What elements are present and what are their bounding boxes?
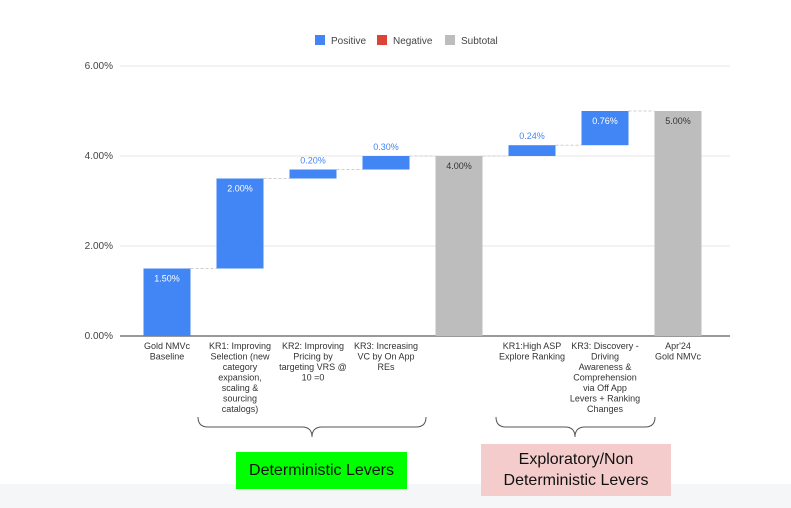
x-label-4-line-1: KR3: Increasing [354,341,418,351]
gridlines [120,65,730,337]
bar-1 [143,268,191,336]
value-label-7: 0.76% [592,116,618,126]
x-label-3-line-1: KR2: Improving [282,341,344,351]
x-label-7-line-5: via Off App [583,383,627,393]
legend-label-negative: Negative [393,36,433,47]
x-label-2-line-3: category [223,362,258,372]
y-tick-label: 2.00% [85,241,113,252]
connector-lines [190,110,655,269]
x-label-7-line-3: Awareness & [579,362,632,372]
x-label-7-line-2: Driving [591,352,619,362]
bar-8 [654,111,702,336]
x-label-7-line-1: KR3: Discovery - [571,341,639,351]
x-label-6-line-1: KR1:High ASP [503,341,562,351]
x-label-8-line-1: Apr'24 [665,341,691,351]
x-label-2-line-6: sourcing [223,394,257,404]
x-label-2-line-4: expansion, [218,373,262,383]
value-label-4: 0.30% [373,142,399,152]
x-label-2-line-1: KR1: Improving [209,341,271,351]
exploratory-line-2: Deterministic Levers [503,472,649,489]
legend-label-subtotal: Subtotal [461,36,498,47]
y-axis: 0.00% 2.00% 4.00% 6.00% [85,61,113,342]
bars [143,111,702,336]
legend-label-positive: Positive [331,36,366,47]
value-label-1: 1.50% [154,274,180,284]
group-braces [197,416,656,438]
value-label-2: 2.00% [227,184,253,194]
x-label-2-line-2: Selection (new [210,352,270,362]
x-label-1-line-1: Gold NMVc [144,341,191,351]
x-label-7-line-6: Levers + Ranking [570,394,640,404]
bar-6 [508,145,556,156]
x-label-1-line-2: Baseline [150,352,185,362]
value-label-6: 0.24% [519,131,545,141]
brace-deterministic [197,416,427,438]
bar-3 [289,169,337,179]
x-label-4-line-2: VC by On App [357,352,414,362]
x-label-4-line-3: REs [377,362,395,372]
exploratory-levers-label: Exploratory/Non Deterministic Levers [481,444,671,496]
x-label-7-line-7: Changes [587,404,624,414]
x-label-2-line-5: scaling & [222,383,259,393]
legend-swatch-positive [315,35,325,45]
bar-2 [216,178,264,269]
value-labels: 1.50% 2.00% 0.20% 0.30% 4.00% 0.24% 0.76% 5.00% [154,116,691,284]
deterministic-levers-label: Deterministic Levers [236,452,407,489]
y-tick-label: 4.00% [85,151,113,162]
y-tick-label: 6.00% [85,61,113,72]
exploratory-line-1: Exploratory/Non [518,451,634,468]
x-label-7-line-4: Comprehension [573,373,637,383]
x-label-3-line-3: targeting VRS @ [279,362,347,372]
brace-exploratory [495,416,656,438]
value-label-8: 5.00% [665,116,691,126]
y-tick-label: 0.00% [85,331,113,342]
x-label-8-line-2: Gold NMVc [655,352,702,362]
value-label-5: 4.00% [446,161,472,171]
value-label-3: 0.20% [300,156,326,166]
chart-legend: Positive Negative Subtotal [315,35,498,47]
x-label-3-line-2: Pricing by [293,352,333,362]
x-label-2-line-7: catalogs) [222,404,259,414]
bar-5 [435,156,483,336]
legend-swatch-subtotal [445,35,455,45]
x-label-6-line-2: Explore Ranking [499,352,565,362]
bar-7 [581,111,629,146]
exploratory-levers-text: Exploratory/Non Deterministic Levers [504,449,649,491]
x-label-3-line-4: 10 =0 [302,373,325,383]
legend-swatch-negative [377,35,387,45]
bar-4 [362,156,410,170]
